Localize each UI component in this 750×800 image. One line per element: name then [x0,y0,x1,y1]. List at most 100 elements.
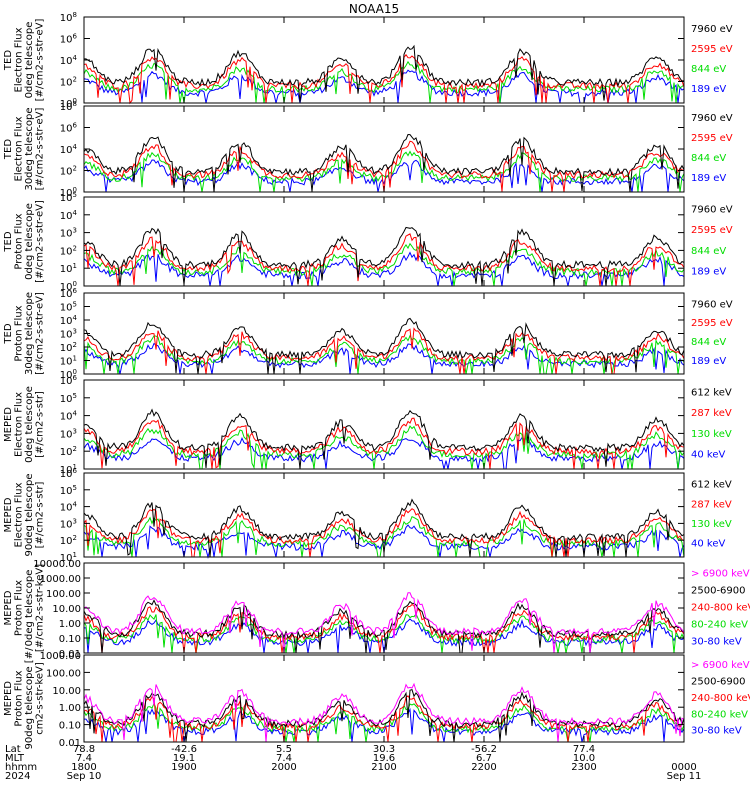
legend-entry: 189 eV [691,356,726,367]
x-tick-mlt: 19.1 [173,753,195,764]
series-line-3-4 [83,251,685,287]
chart-panel-7: 0.01 0.10 1.00 10.00 100.00 1000.00 10000.00 ME… [3,559,750,660]
y-tick-label: 104 [60,410,78,423]
y-axis-label: [#/cm2-s-str-eV] [35,108,46,191]
y-tick-label: 102 [60,341,77,354]
y-tick-exponent: 4 [73,143,78,151]
y-tick-base: 10 [60,188,73,199]
y-tick-base: 10 [60,394,73,405]
y-tick-label: 104 [60,143,78,156]
y-tick-exponent: 6 [73,287,78,295]
y-tick-label: 104 [60,314,78,327]
x-tick-hhmm: 2300 [571,762,596,773]
y-tick-exponent: 6 [73,374,78,382]
y-tick-label: 103 [60,227,77,240]
legend-entry: 240-800 keV [691,602,750,613]
x-tick-lat: 30.3 [373,744,395,755]
y-tick-base: 1.00 [59,703,81,714]
legend-entry: 7960 eV [691,299,733,310]
y-tick-label: 106 [60,467,78,480]
y-tick-base: 1.00 [59,619,81,630]
legend-entry: 80-240 keV [691,619,748,630]
y-tick-exponent: 2 [73,76,77,84]
legend-entry: > 6900 keV [691,660,750,671]
y-axis-label: [#/cm2-s-str-keV] [35,564,46,652]
legend-entry: 40 keV [691,449,725,460]
y-tick-label: 1000.00 [40,574,81,585]
x-tick-mlt: 10.0 [573,753,595,764]
y-tick-base: 10 [60,99,73,110]
x-tick-lat: 78.8 [73,744,95,755]
y-tick-label: 104 [60,54,78,67]
legend-entry: 612 keV [691,480,732,491]
y-axis-label: MEPED [3,681,14,716]
y-tick-base: 100.00 [46,589,81,600]
y-tick-base: 0.10 [59,721,81,732]
y-tick-exponent: 2 [73,534,77,542]
y-tick-base: 10 [60,167,73,178]
legend-entry: 7960 eV [691,204,733,215]
y-tick-label: 10.00 [52,604,81,615]
y-tick-exponent: 2 [73,445,77,453]
y-axis-label: [#/cm2-s-str] [35,481,46,548]
y-axis-label: MEPED [3,407,14,442]
y-axis-label: 0deg telescope [24,570,35,647]
y-tick-base: 10 [60,78,73,89]
series-line-8-3 [83,695,685,743]
chart-panel-8: 0.01 0.10 1.00 10.00 100.00 1000.00 MEPED Proto… [3,647,750,750]
y-tick-label: 104 [60,501,78,514]
y-axis-label: 30deg telescope [24,107,35,190]
x-tick-lat: 77.4 [573,744,595,755]
y-axis-label: Proton Flux [14,580,25,636]
legend-entry: > 6900 keV [691,568,750,579]
y-tick-base: 0.10 [59,634,81,645]
y-tick-label: 102 [60,534,77,547]
y-tick-exponent: 5 [73,301,77,309]
legend-entry: 189 eV [691,173,726,184]
legend-entry: 189 eV [691,266,726,277]
legend-entry: 2595 eV [691,225,733,236]
y-tick-base: 10 [60,519,73,530]
series-line-1-2 [83,53,685,105]
y-tick-exponent: 2 [73,165,77,173]
series-line-6-1 [83,498,685,558]
y-tick-label: 102 [60,76,77,89]
legend-entry: 844 eV [691,64,726,75]
legend-entry: 80-240 keV [691,709,748,720]
y-tick-label: 103 [60,517,77,530]
y-axis-label: 90deg telescope [#/ [24,647,35,750]
x-tick-hhmm: 1800 [71,762,96,773]
y-axis-label: Electron Flux [14,392,25,457]
series-line-5-2 [83,417,685,470]
y-axis-label: Electron Flux [14,27,25,92]
y-tick-base: 10 [60,357,73,368]
y-tick-exponent: 2 [73,341,77,349]
legend-entry: 240-800 keV [691,693,750,704]
y-axis-label: 0deg telescope [24,22,35,99]
x-tick-mlt: 7.4 [276,753,292,764]
y-tick-label: 106 [60,374,78,387]
y-tick-base: 10 [60,56,73,67]
y-tick-exponent: 4 [73,410,78,418]
y-tick-label: 0.10 [59,721,81,732]
y-tick-exponent: 6 [73,122,78,130]
series-line-7-3 [83,604,685,654]
y-tick-base: 10 [60,193,73,204]
y-axis-label: TED [3,139,14,160]
y-tick-exponent: 1 [73,463,77,471]
x-row-label: hhmm [5,762,37,773]
y-tick-base: 10 [60,229,73,240]
y-tick-label: 100 [60,280,77,293]
y-tick-base: 10 [60,370,73,381]
y-tick-label: 105 [60,301,77,314]
series-line-3-3 [83,242,685,287]
y-tick-base: 10 [60,303,73,314]
legend-entry: 7960 eV [691,113,733,124]
y-tick-label: 102 [60,244,77,257]
y-tick-exponent: 4 [73,54,78,62]
y-tick-label: 106 [60,33,78,46]
x-row-label: Lat [5,744,21,755]
